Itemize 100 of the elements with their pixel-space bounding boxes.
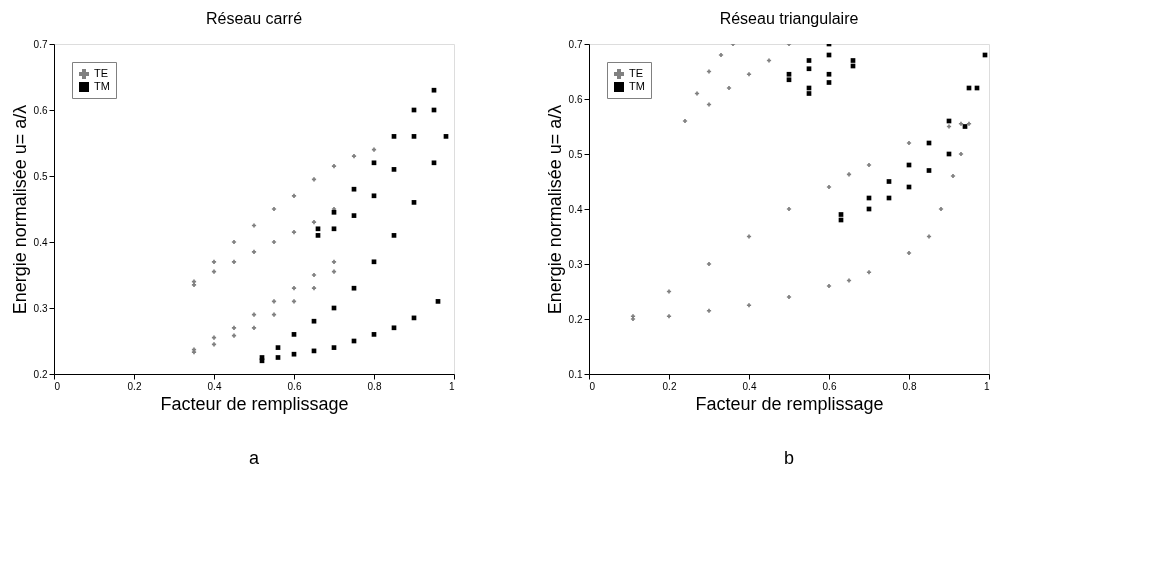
point — [331, 259, 337, 264]
point — [231, 333, 237, 338]
x-tick-label: 0.2 — [662, 380, 677, 392]
point — [231, 239, 237, 245]
y-tick-label: 0.2 — [33, 368, 48, 380]
point — [766, 58, 772, 63]
point — [666, 289, 672, 294]
x-tick-label: 0.6 — [287, 380, 302, 392]
point — [391, 134, 397, 139]
chart-title: Réseau carré — [205, 10, 303, 27]
point — [331, 163, 337, 169]
point — [371, 259, 377, 265]
point — [291, 332, 297, 337]
y-tick-label: 0.1 — [568, 368, 583, 380]
point — [826, 283, 832, 289]
point — [371, 147, 377, 152]
point — [786, 294, 792, 300]
point — [866, 270, 872, 275]
point — [251, 312, 257, 317]
y-tick-label: 0.5 — [568, 148, 583, 160]
point — [351, 154, 357, 159]
point — [746, 303, 752, 308]
point — [906, 250, 912, 256]
y-axis-title: Energie normalisée u= a/λ — [9, 104, 30, 315]
point — [966, 121, 972, 126]
point — [826, 184, 832, 190]
point — [806, 58, 812, 63]
point — [271, 239, 277, 245]
point — [191, 282, 197, 288]
y-tick-label: 0.3 — [568, 258, 583, 270]
y-tick-label: 0.6 — [33, 104, 48, 116]
y-tick-label: 0.7 — [568, 38, 583, 50]
point — [311, 286, 317, 291]
y-tick-label: 0.4 — [568, 203, 583, 215]
point — [850, 58, 856, 63]
point — [938, 206, 944, 212]
point — [371, 160, 377, 166]
point — [682, 118, 688, 124]
point — [311, 272, 317, 278]
point — [866, 162, 872, 168]
point — [726, 85, 732, 91]
point — [391, 325, 397, 331]
point — [431, 160, 437, 166]
point — [435, 299, 441, 304]
text: b — [783, 448, 795, 468]
point — [962, 124, 968, 129]
point — [331, 226, 337, 232]
point — [706, 308, 712, 313]
point — [926, 234, 932, 239]
point — [926, 168, 932, 173]
point — [331, 345, 337, 350]
y-tick-label: 0.7 — [33, 38, 48, 50]
y-tick-label: 0.2 — [568, 313, 583, 325]
point — [746, 72, 752, 77]
point — [211, 335, 217, 340]
point — [846, 278, 852, 283]
point — [271, 299, 277, 304]
x-tick-label: 0 — [54, 380, 61, 392]
point — [786, 71, 792, 77]
point — [706, 261, 712, 267]
point — [315, 226, 321, 232]
point — [231, 325, 237, 330]
y-tick-label: 0.6 — [568, 93, 583, 105]
legend-label: TM — [629, 80, 645, 92]
point — [271, 206, 277, 212]
point — [211, 269, 217, 274]
point — [838, 212, 844, 217]
point — [311, 177, 317, 182]
x-tick-label: 0 — [589, 380, 596, 392]
point — [211, 342, 217, 347]
point — [211, 259, 217, 264]
point — [251, 249, 257, 255]
point — [886, 179, 892, 184]
point — [251, 325, 257, 330]
point — [315, 233, 321, 238]
point — [391, 167, 397, 172]
point — [371, 193, 377, 199]
point — [946, 124, 952, 129]
point — [391, 233, 397, 238]
point — [259, 358, 265, 364]
point — [786, 77, 792, 83]
point — [271, 312, 277, 317]
x-tick-label: 0.2 — [127, 380, 142, 392]
x-tick-label: 0.4 — [742, 380, 757, 392]
point — [906, 140, 912, 146]
point — [431, 87, 437, 93]
point — [706, 102, 712, 107]
point — [958, 151, 964, 157]
point — [291, 193, 297, 198]
point — [251, 223, 257, 228]
legend-label: TM — [94, 80, 110, 92]
point — [706, 69, 712, 74]
point — [291, 286, 297, 291]
point — [311, 318, 317, 324]
chart-title: Réseau triangulaire — [719, 10, 859, 27]
point — [231, 259, 237, 264]
y-axis-title: Energie normalisée u= a/λ — [544, 104, 565, 315]
point — [958, 121, 964, 126]
point — [694, 91, 700, 96]
point — [806, 91, 812, 96]
